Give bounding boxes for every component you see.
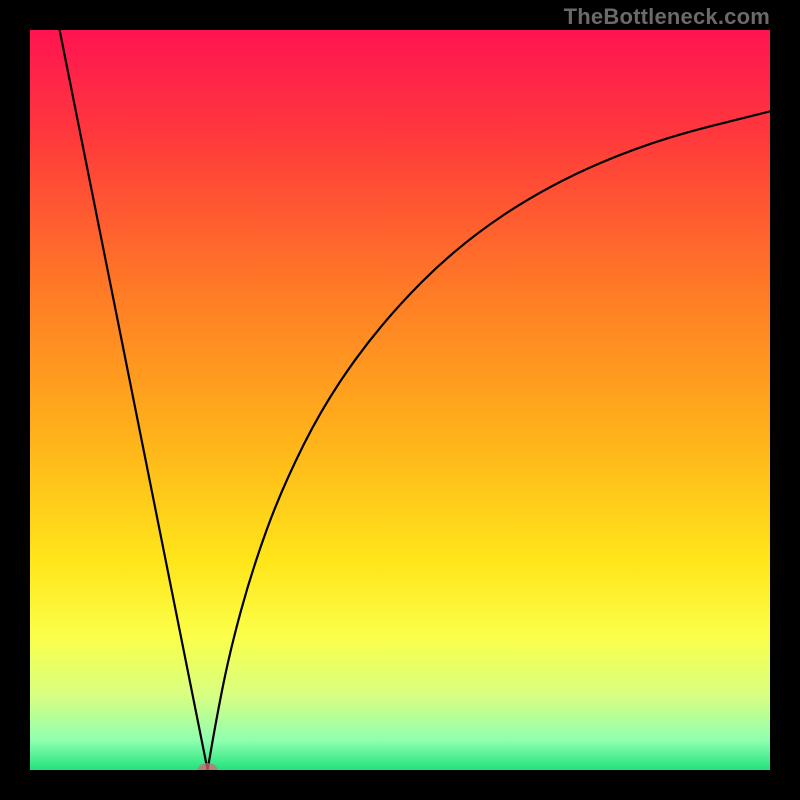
watermark-text: TheBottleneck.com xyxy=(564,4,770,30)
chart-svg xyxy=(30,30,770,770)
plot-area xyxy=(30,30,770,770)
chart-frame: TheBottleneck.com xyxy=(0,0,800,800)
